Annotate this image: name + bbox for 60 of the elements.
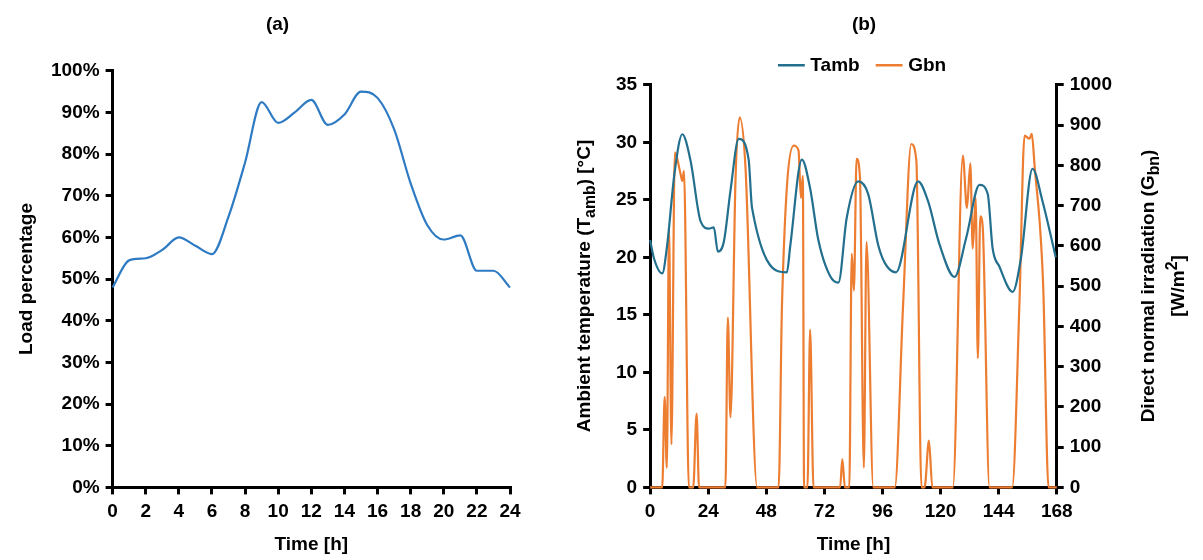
x-axis-title: Time [h] xyxy=(274,532,349,554)
y-tick-label: 90% xyxy=(61,100,100,122)
y-tick-label: 80% xyxy=(61,142,100,164)
y2-tick-label: 200 xyxy=(1069,395,1102,417)
x-tick-label: 0 xyxy=(644,500,656,522)
y-tick-label: 40% xyxy=(61,308,100,330)
y2-tick-label: 600 xyxy=(1069,234,1102,256)
x-tick-label: 22 xyxy=(466,500,488,522)
x-tick-label: 0 xyxy=(107,500,118,522)
y-axis-title: Load percentage xyxy=(14,203,37,356)
y-tick-label: 35 xyxy=(615,73,638,95)
y2-tick-label: 1000 xyxy=(1069,73,1113,95)
y-tick-label: 10 xyxy=(615,360,638,382)
x-tick-label: 10 xyxy=(267,500,289,522)
y2-tick-label: 500 xyxy=(1069,274,1102,296)
y2-tick-label: 800 xyxy=(1069,153,1102,175)
y2-tick-label: 300 xyxy=(1069,354,1102,376)
x-tick-label: 8 xyxy=(239,500,251,522)
x-tick-label: 168 xyxy=(1040,500,1073,522)
x-tick-label: 6 xyxy=(206,500,218,522)
x-tick-label: 72 xyxy=(813,500,835,522)
x-tick-label: 4 xyxy=(173,500,185,522)
y2-tick-label: 700 xyxy=(1069,193,1102,215)
y2-tick-label: 400 xyxy=(1069,314,1102,336)
chart-title: (a) xyxy=(265,12,290,34)
y2-tick-label: 900 xyxy=(1069,113,1102,135)
x-axis-title: Time [h] xyxy=(816,532,891,554)
x-tick-label: 48 xyxy=(755,500,777,522)
y-tick-label: 15 xyxy=(615,303,638,325)
x-tick-label: 14 xyxy=(333,500,356,522)
y-tick-label: 30 xyxy=(615,130,638,152)
y-tick-label: 30% xyxy=(61,350,100,372)
x-tick-label: 18 xyxy=(400,500,422,522)
x-tick-label: 144 xyxy=(982,500,1015,522)
y-tick-label: 5 xyxy=(626,418,638,440)
y-tick-label: 60% xyxy=(61,225,100,247)
y-tick-label: 10% xyxy=(61,433,100,455)
x-tick-label: 24 xyxy=(697,500,720,522)
line-series xyxy=(111,90,512,289)
y-tick-label: 50% xyxy=(61,267,100,289)
y2-tick-label: 100 xyxy=(1069,435,1102,457)
y2-tick-label: 0 xyxy=(1069,475,1081,497)
x-tick-label: 2 xyxy=(140,500,151,522)
y-tick-label: 70% xyxy=(61,184,100,206)
line-series xyxy=(649,133,1057,293)
x-tick-label: 16 xyxy=(366,500,389,522)
legend-label: Tamb xyxy=(810,53,860,75)
y-tick-label: 100% xyxy=(50,59,100,81)
y-tick-label: 0 xyxy=(626,475,638,497)
legend-label: Gbn xyxy=(908,53,947,75)
y-tick-label: 0% xyxy=(72,475,100,497)
x-tick-label: 20 xyxy=(433,500,455,522)
y-tick-label: 20% xyxy=(61,392,100,414)
x-tick-label: 96 xyxy=(871,500,894,522)
x-tick-label: 24 xyxy=(499,500,521,522)
chart-title: (b) xyxy=(851,12,877,34)
y-tick-label: 25 xyxy=(615,188,638,210)
x-tick-label: 120 xyxy=(924,500,957,522)
y-tick-label: 20 xyxy=(615,245,638,267)
x-tick-label: 12 xyxy=(300,500,322,522)
